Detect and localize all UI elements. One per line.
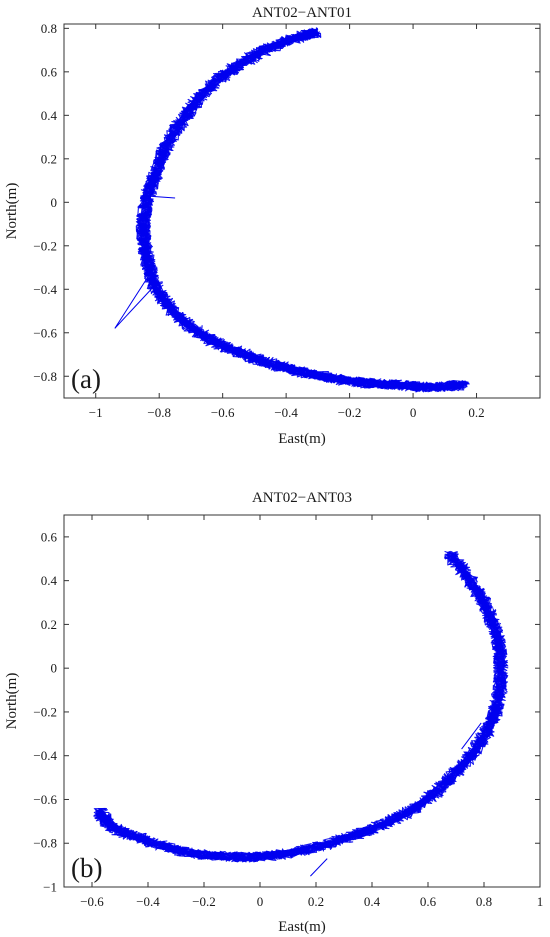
y-tick-label: −0.4 bbox=[33, 748, 57, 763]
x-tick-label: −0.6 bbox=[80, 894, 104, 909]
panel-b: ANT02−ANT03 −0.6 −0.4 −0.2 0 0.2 0.4 0.6 0.8 1 −1 −… bbox=[4, 490, 543, 935]
plot-frame bbox=[63, 514, 541, 888]
series-trace-0 bbox=[136, 28, 469, 393]
plot-area bbox=[93, 550, 509, 877]
series-trace-0 bbox=[135, 28, 470, 393]
series-line-0 bbox=[139, 29, 468, 391]
y-tick-label: 0.6 bbox=[41, 529, 58, 544]
plot-frame bbox=[63, 23, 541, 399]
series-trace-0 bbox=[136, 28, 470, 393]
plot-area bbox=[114, 27, 470, 393]
x-tick-label: 0.2 bbox=[308, 894, 324, 909]
series-trace-0 bbox=[93, 550, 508, 863]
y-tick-label: 0.6 bbox=[41, 64, 58, 79]
series-trace-0 bbox=[93, 553, 509, 863]
y-tick-label: −0.6 bbox=[33, 792, 57, 807]
y-axis-label: North(m) bbox=[4, 673, 20, 730]
outlier-spike-1 bbox=[461, 722, 482, 750]
x-axis-label: East(m) bbox=[278, 431, 325, 447]
series-trace-0 bbox=[95, 551, 509, 863]
series-line-0 bbox=[96, 550, 505, 861]
y-tick-label: −0.2 bbox=[33, 704, 57, 719]
x-axis-label: East(m) bbox=[278, 919, 325, 935]
series-trace-0 bbox=[95, 552, 508, 863]
x-tick-label: −0.2 bbox=[192, 894, 216, 909]
chart-title: ANT02−ANT03 bbox=[252, 490, 352, 506]
series-trace-0 bbox=[135, 27, 466, 393]
y-tick-label: 0 bbox=[51, 661, 58, 676]
x-tick-label: −0.2 bbox=[338, 405, 362, 420]
y-tick-label: −0.6 bbox=[33, 325, 57, 340]
x-tick-label: −1 bbox=[89, 405, 103, 420]
x-tick-label: 0 bbox=[410, 405, 417, 420]
panel-label: (a) bbox=[71, 364, 101, 394]
outlier-spike-0 bbox=[114, 273, 160, 329]
y-tick-label: −0.8 bbox=[33, 369, 57, 384]
x-tick-label: −0.6 bbox=[211, 405, 235, 420]
y-tick-label: 0.4 bbox=[41, 108, 58, 123]
series-trace-0 bbox=[136, 27, 468, 393]
y-tick-label: −0.2 bbox=[33, 238, 57, 253]
panel-a: ANT02−ANT01 −1 −0.8 −0.6 −0.4 −0.2 0 0.2 −0.8 −0.… bbox=[4, 5, 541, 447]
y-tick-label: −0.8 bbox=[33, 836, 57, 851]
x-tick-label: 0.4 bbox=[364, 894, 381, 909]
x-tick-label: 0.6 bbox=[420, 894, 437, 909]
y-tick-label: 0.4 bbox=[41, 573, 58, 588]
x-tick-label: −0.8 bbox=[147, 405, 171, 420]
y-tick-label: 0.2 bbox=[41, 617, 57, 632]
x-tick-label: −0.4 bbox=[274, 405, 298, 420]
y-axis-label: North(m) bbox=[4, 183, 20, 240]
x-tick-label: 0.2 bbox=[468, 405, 484, 420]
series-trace-0 bbox=[93, 552, 509, 863]
chart-title: ANT02−ANT01 bbox=[252, 5, 352, 21]
y-tick-label: −1 bbox=[43, 880, 57, 895]
y-tick-label: −0.4 bbox=[33, 282, 57, 297]
outlier-spike-0 bbox=[310, 858, 328, 877]
x-tick-label: 0.8 bbox=[476, 894, 492, 909]
panel-label: (b) bbox=[71, 853, 102, 883]
x-tick-label: 0 bbox=[257, 894, 264, 909]
outlier-spike-1 bbox=[143, 195, 176, 199]
x-tick-label: −0.4 bbox=[136, 894, 160, 909]
y-tick-label: 0 bbox=[51, 195, 58, 210]
y-tick-label: 0.8 bbox=[41, 21, 57, 36]
x-tick-label: 1 bbox=[537, 894, 544, 909]
y-tick-label: 0.2 bbox=[41, 151, 57, 166]
